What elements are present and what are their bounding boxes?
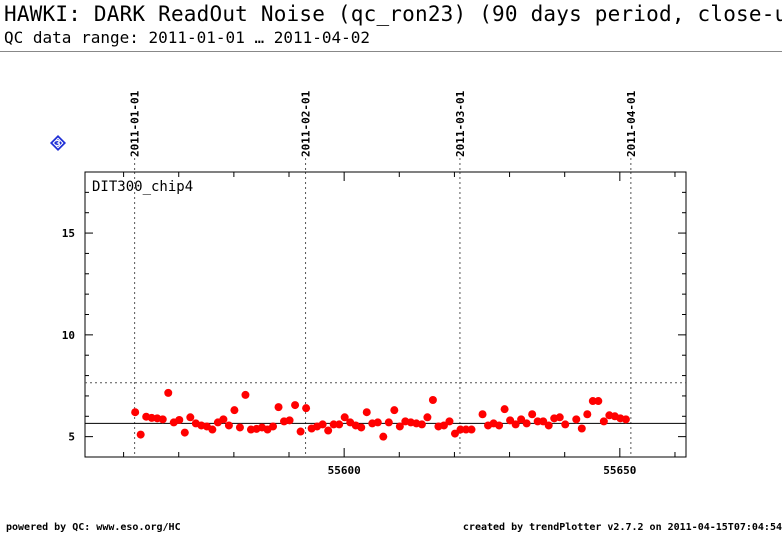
date-marker-labels: 2011-01-01 2011-02-01 2011-03-01 2011-04-01	[129, 90, 638, 157]
panel-number-label: 3	[55, 139, 60, 148]
data-point	[588, 397, 597, 406]
data-point	[517, 415, 526, 424]
data-point	[621, 415, 630, 424]
footer-created-by: created by trendPlotter v2.7.2 on 2011-0…	[462, 522, 782, 533]
data-point	[583, 410, 592, 419]
data-point	[224, 421, 233, 430]
data-point	[296, 427, 305, 436]
data-point	[335, 420, 344, 429]
x-tick-label: 55650	[603, 464, 636, 477]
data-point	[379, 432, 388, 441]
data-point	[208, 425, 217, 434]
data-point	[291, 401, 300, 410]
data-point	[528, 410, 537, 419]
data-point	[373, 418, 382, 427]
data-point	[500, 405, 509, 414]
date-marker-label: 2011-02-01	[300, 90, 313, 157]
data-point	[555, 413, 564, 422]
data-point	[456, 425, 465, 434]
y-tick-label: 5	[68, 431, 75, 444]
header-divider	[0, 51, 782, 52]
data-point	[572, 415, 581, 424]
data-point	[511, 420, 520, 429]
data-point	[445, 417, 454, 426]
footer-powered-by: powered by QC: www.eso.org/HC	[6, 522, 181, 533]
data-point	[390, 406, 399, 415]
data-point	[274, 403, 283, 412]
page-title: HAWKI: DARK ReadOut Noise (qc_ron23) (90…	[4, 2, 782, 26]
data-point	[450, 429, 459, 438]
data-point	[439, 421, 448, 430]
data-point	[180, 428, 189, 437]
gridlines	[134, 158, 632, 457]
data-points	[131, 388, 630, 441]
y-tick-label: 10	[62, 329, 75, 342]
data-point	[561, 420, 570, 429]
data-point	[186, 413, 195, 422]
series-label: DIT300_chip4	[92, 179, 193, 195]
data-point	[131, 408, 140, 417]
data-point	[384, 418, 393, 427]
data-point	[423, 413, 432, 422]
data-point	[478, 410, 487, 419]
data-point	[522, 419, 531, 428]
data-point	[577, 424, 586, 433]
date-marker-label: 2011-01-01	[129, 90, 142, 157]
data-point	[362, 408, 371, 417]
data-point	[340, 413, 349, 422]
data-point	[241, 390, 250, 399]
data-point	[318, 420, 327, 429]
data-point	[269, 422, 278, 431]
data-point	[158, 415, 167, 424]
data-point	[544, 421, 553, 430]
data-point	[235, 423, 244, 432]
data-point	[428, 396, 437, 404]
y-tick-label: 15	[62, 227, 75, 240]
data-point	[417, 420, 426, 429]
axis-tick-labels: 5 10 15 55600 55650	[62, 227, 637, 477]
data-point	[136, 430, 145, 439]
data-point	[506, 416, 515, 425]
data-point	[329, 420, 338, 429]
data-point	[495, 421, 504, 430]
date-marker-label: 2011-04-01	[625, 90, 638, 157]
x-tick-label: 55600	[328, 464, 361, 477]
data-point	[599, 417, 608, 426]
data-point	[164, 388, 173, 397]
data-point	[219, 415, 228, 424]
date-marker-label: 2011-03-01	[454, 90, 467, 157]
data-point	[467, 425, 476, 434]
axis-ticks	[85, 171, 686, 458]
plot-frame	[84, 171, 687, 458]
data-point	[539, 417, 548, 426]
data-point	[533, 417, 542, 426]
data-point	[175, 415, 184, 424]
data-point	[285, 416, 294, 425]
data-range-subtitle: QC data range: 2011-01-01 … 2011-04-02	[4, 28, 371, 47]
data-point	[357, 423, 366, 432]
data-point	[395, 422, 404, 431]
data-point	[230, 406, 239, 415]
data-point	[302, 404, 311, 413]
panel-number-badge: 3	[50, 135, 66, 151]
data-point	[594, 397, 603, 406]
data-point	[462, 425, 471, 434]
data-point	[324, 426, 333, 435]
